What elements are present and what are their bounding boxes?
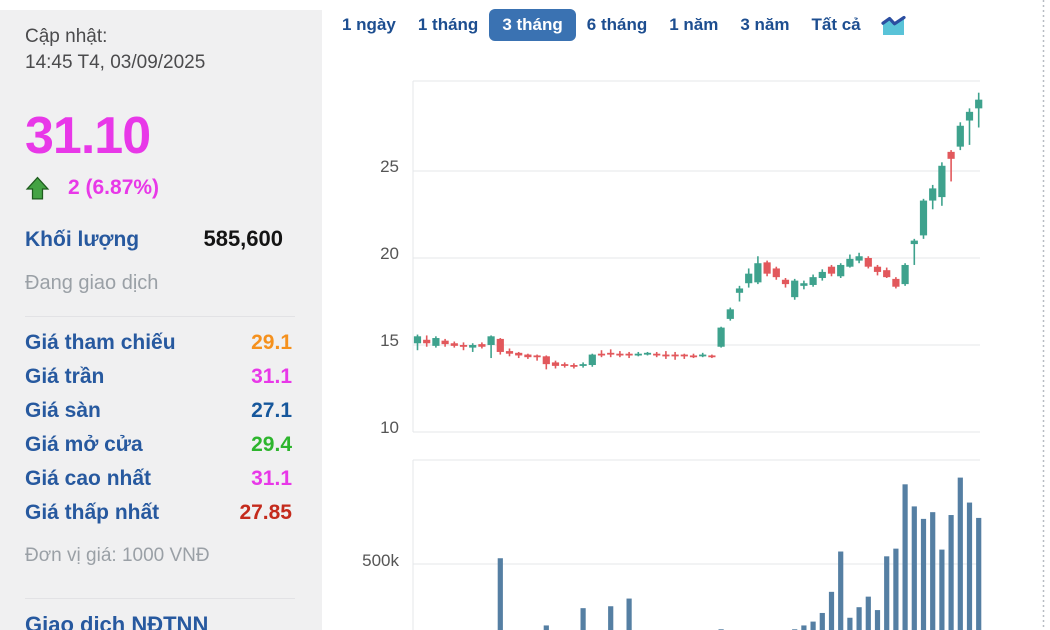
row-floor-price: Giá sàn 27.1 [25,394,292,428]
row-label: Giá sàn [25,399,101,422]
area-chart-icon [881,15,906,35]
row-label: Giá thấp nhất [25,501,160,524]
price-grid: 25 20 15 10 [380,80,980,437]
row-label: Giá trần [25,365,105,388]
price-axis-label: 20 [380,244,399,263]
price-axis-label: 25 [380,157,399,176]
price-candles [413,92,983,370]
price-change-row: 2 (6.87%) [25,174,297,202]
volume-axis-label: 500k [362,551,399,570]
row-value: 27.1 [251,399,292,422]
row-value: 31.1 [251,467,292,490]
row-value: 31.1 [251,365,292,388]
time-range-tabs: 1 ngày 1 tháng 3 tháng 6 tháng 1 năm 3 n… [331,8,906,42]
divider [25,598,295,599]
tab-3-nam[interactable]: 3 năm [729,15,800,35]
tab-1-ngay[interactable]: 1 ngày [331,15,407,35]
row-highest-price: Giá cao nhất 31.1 [25,462,292,496]
row-value: 29.4 [251,433,292,456]
updated-time: 14:45 T4, 03/09/2025 [25,52,206,73]
price-axis-label: 10 [380,418,399,437]
trading-status: Đang giao dịch [25,272,159,294]
row-value: 27.85 [239,501,292,524]
row-label: Giá mở cửa [25,433,143,456]
row-label: Giá cao nhất [25,467,152,490]
row-ceiling-price: Giá trần 31.1 [25,360,292,394]
price-axis-label: 15 [380,331,399,350]
row-label: Giá tham chiếu [25,331,176,354]
volume-label: Khối lượng [25,228,140,251]
price-reference-table: Giá tham chiếu 29.1 Giá trần 31.1 Giá sà… [25,326,292,530]
stock-info-sidebar: Cập nhật: 14:45 T4, 03/09/2025 31.10 2 (… [0,10,322,630]
tab-1-thang[interactable]: 1 tháng [407,15,489,35]
tab-6-thang[interactable]: 6 tháng [576,15,658,35]
row-lowest-price: Giá thấp nhất 27.85 [25,496,292,530]
price-change-value: 2 (6.87%) [68,176,160,199]
volume-row: Khối lượng 585,600 [25,226,283,252]
row-value: 29.1 [251,331,292,354]
current-price: 31.10 [25,107,151,165]
tab-3-thang[interactable]: 3 tháng [489,9,576,41]
price-unit-note: Đơn vị giá: 1000 VNĐ [25,545,210,566]
volume-bars [497,477,982,630]
tab-1-nam[interactable]: 1 năm [658,15,729,35]
divider [25,316,295,317]
foreign-trading-section-title: Giao dịch NĐTNN [25,612,209,630]
row-reference-price: Giá tham chiếu 29.1 [25,326,292,360]
volume-value: 585,600 [203,226,283,251]
tab-tat-ca[interactable]: Tất cả [801,15,872,35]
updated-label: Cập nhật: [25,26,108,47]
chart-type-button[interactable] [881,14,906,37]
row-open-price: Giá mở cửa 29.4 [25,428,292,462]
up-arrow-icon [25,176,50,200]
